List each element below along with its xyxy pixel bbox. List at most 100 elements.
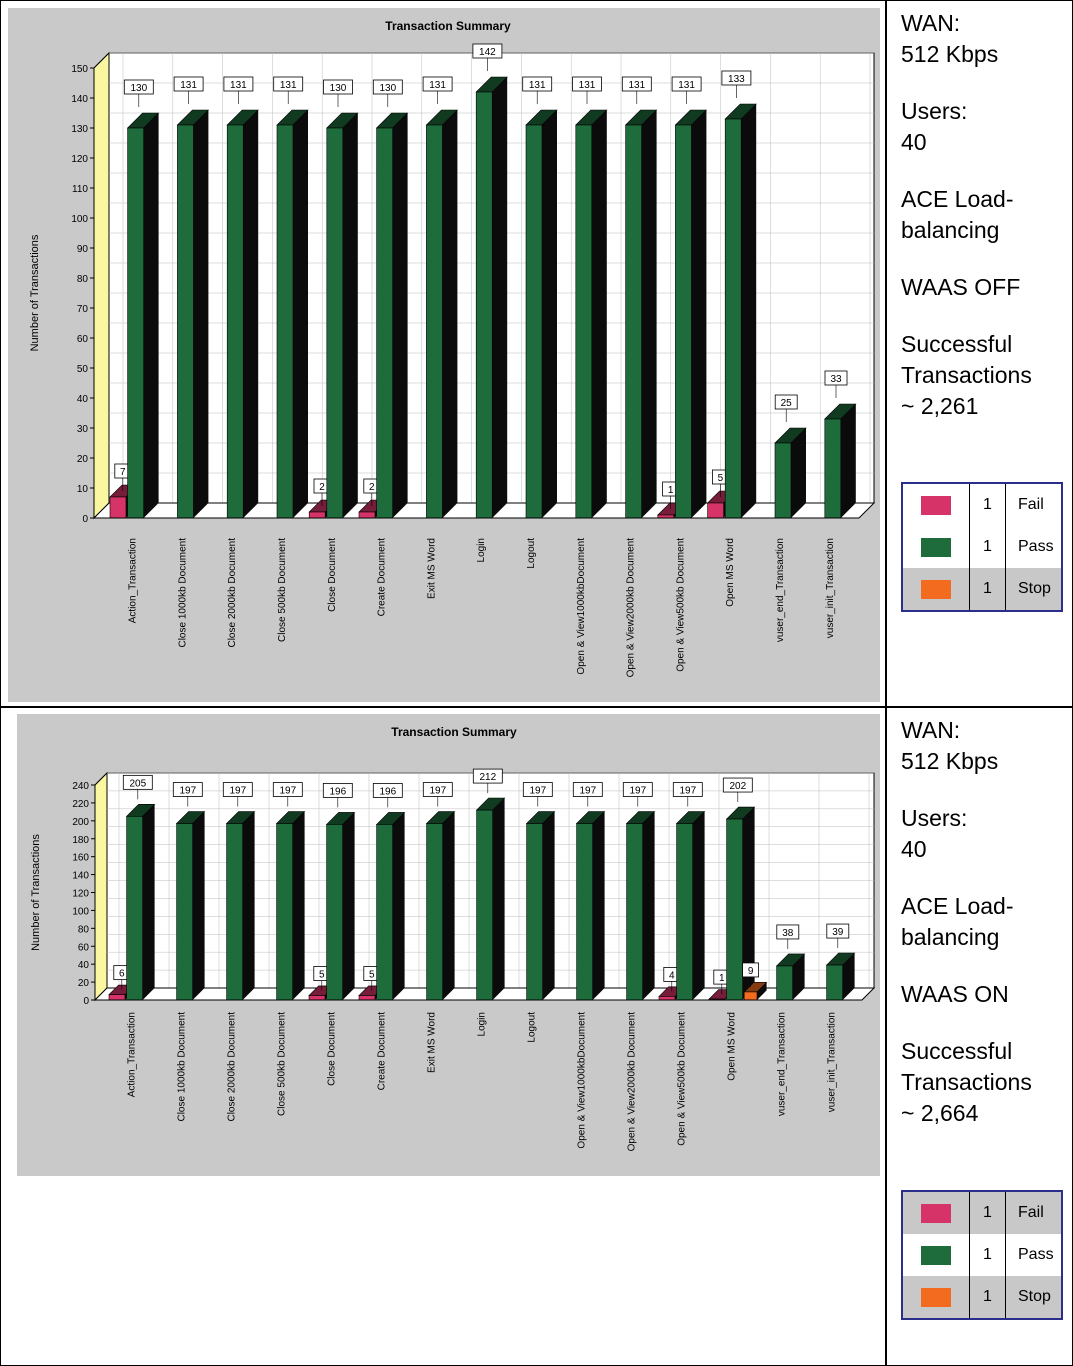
pass-bar-front (127, 127, 144, 519)
pass-bar-front (676, 823, 693, 1001)
pass-bar-side (791, 428, 806, 518)
data-label: 197 (529, 786, 546, 797)
y-tick-label: 80 (78, 924, 90, 935)
pass-bar-front (726, 818, 743, 1001)
y-tick-label: 130 (71, 124, 88, 135)
pass-bar-label: 131 (223, 76, 254, 104)
y-tick-label: 20 (78, 978, 90, 989)
data-label: 131 (678, 80, 695, 91)
y-tick-label: 220 (72, 799, 89, 810)
category-label: Close 500kb Document (277, 538, 288, 642)
legend-label: Fail (1018, 496, 1044, 513)
pass-bar-side (492, 798, 505, 1000)
category-label: Logout (526, 538, 537, 569)
pass-bar-label: 130 (123, 79, 154, 107)
fail-bar-front (108, 994, 126, 1001)
pass-bar-side (193, 110, 209, 518)
legend-row-fail: 1 Fail (903, 1192, 1061, 1234)
pass-bar-label: 38 (776, 924, 800, 949)
data-label: 197 (429, 786, 446, 797)
fail-swatch (921, 1203, 951, 1223)
pass-bar-front (626, 823, 643, 1001)
data-label-box (472, 768, 503, 784)
pass-bar (126, 112, 160, 519)
pass-bar-front (525, 124, 543, 519)
pass-bar-front (126, 816, 143, 1001)
category-label: Open & View2000kb Document (626, 538, 637, 678)
legend-table-2: 1 Fail 1 Pass 1 Stop (901, 1190, 1063, 1320)
data-label: 131 (429, 80, 446, 91)
pass-bar-front (326, 824, 343, 1001)
pass-bar-side (342, 812, 355, 1000)
wan-info: WAN: 512 Kbps (901, 717, 999, 774)
pass-bar (276, 109, 309, 519)
data-label: 196 (379, 786, 396, 797)
pass-bar (525, 109, 558, 519)
pass-bar-side (392, 113, 408, 518)
success-info: Successful Transactions ~ 2,261 (901, 331, 1032, 419)
legend-label: Stop (1018, 580, 1051, 597)
pass-bar-label: 197 (222, 782, 253, 807)
pass-bar-front (176, 823, 193, 1001)
data-label: 5 (319, 970, 325, 981)
category-label: Close 1000kb Document (177, 538, 188, 648)
pass-bar-side (592, 811, 605, 1000)
pass-bar-side (492, 77, 508, 518)
category-label: Open MS Word (725, 538, 736, 607)
data-label: 5 (369, 970, 375, 981)
pass-bar-side (792, 953, 805, 1000)
data-label: 202 (729, 781, 746, 792)
pass-bar (275, 811, 306, 1001)
fail-bar-front (308, 995, 326, 1001)
data-label-box (672, 782, 703, 797)
pass-bar-label: 196 (322, 783, 353, 808)
pass-bar-side (142, 804, 155, 1000)
y-tick-label: 70 (77, 304, 89, 315)
category-label: vuser_end_Transaction (777, 1012, 788, 1116)
pass-bar (775, 953, 806, 1001)
category-label: Create Document (377, 538, 388, 617)
pass-bar-label: 196 (372, 783, 403, 808)
stop-bar-label: 9 (742, 962, 759, 987)
y-tick-label: 0 (83, 996, 89, 1007)
stop-bar-side (757, 982, 767, 1000)
data-label: 38 (782, 928, 794, 939)
fail-bar-label: 2 (313, 478, 331, 506)
data-label: 131 (230, 80, 247, 91)
legend-count: 1 (970, 1192, 1006, 1234)
category-label: Open & View1000kbDocument (576, 538, 587, 675)
pass-bar-side (741, 104, 757, 518)
y-tick-label: 100 (71, 214, 88, 225)
data-label: 205 (129, 778, 146, 789)
legend-table-1: 1 Fail 1 Pass 1 Stop (901, 482, 1063, 612)
pass-bar-side (840, 404, 856, 518)
pass-bar-front (376, 127, 393, 519)
data-label: 196 (329, 786, 346, 797)
y-tick-label: 100 (72, 906, 89, 917)
pass-bar-front (724, 118, 742, 519)
pass-bar-label: 197 (522, 782, 553, 807)
category-label: Login (477, 1012, 488, 1036)
y-axis-label: Number of Transactions (30, 834, 42, 951)
fail-bar-front (358, 511, 376, 519)
pass-bar-label: 131 (173, 76, 204, 104)
data-label-box (776, 924, 800, 940)
data-label: 25 (781, 398, 793, 409)
pass-bar (225, 811, 256, 1001)
fail-bar-label: 7 (114, 463, 132, 491)
data-label: 9 (748, 966, 754, 977)
pass-bar (674, 109, 708, 519)
fail-bar-front (707, 502, 724, 519)
category-label: Exit MS Word (426, 538, 437, 599)
legend-row-pass: 1 Pass (903, 1234, 1061, 1276)
pass-bar-side (243, 110, 259, 518)
pass-bar-label: 133 (721, 70, 752, 98)
category-label: Exit MS Word (427, 1012, 438, 1073)
pass-bar (824, 403, 857, 519)
data-label-box (222, 782, 253, 797)
pass-bar (475, 797, 506, 1001)
ace-info: ACE Load- balancing (901, 893, 1014, 950)
fail-bar-front (658, 996, 676, 1001)
legend-label: Stop (1018, 1288, 1051, 1305)
pass-bar-front (576, 823, 593, 1001)
